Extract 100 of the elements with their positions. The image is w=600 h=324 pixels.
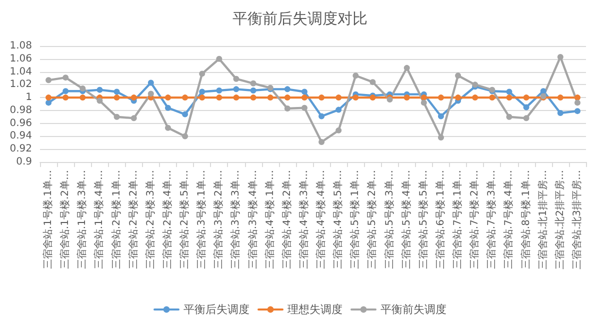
point — [199, 88, 206, 95]
point — [62, 74, 69, 81]
point — [96, 98, 103, 104]
x-tick-label: 三宿舍站.北2排平房… — [554, 170, 566, 270]
point — [62, 94, 69, 101]
point — [182, 94, 188, 101]
point — [62, 88, 69, 94]
x-tick-label: 三宿舍站.4号楼.4单… — [315, 170, 328, 270]
point — [233, 94, 240, 101]
x-tick-label: 三宿舍站.7号楼.1单… — [452, 170, 464, 270]
point — [233, 76, 240, 82]
point — [489, 94, 496, 101]
point — [574, 100, 580, 106]
point — [182, 111, 188, 118]
x-tick-label: 三宿舍站.北3排平房… — [570, 170, 583, 270]
point — [506, 88, 512, 95]
point — [420, 100, 427, 106]
x-tick-label: 三宿舍站.1号楼.4单… — [93, 170, 106, 270]
y-tick-label: 0.96 — [10, 118, 32, 129]
point — [438, 94, 444, 101]
point — [46, 100, 52, 106]
point — [80, 94, 86, 101]
point — [148, 80, 154, 86]
point — [352, 72, 359, 79]
point — [284, 86, 290, 92]
point — [114, 88, 120, 95]
point — [318, 113, 325, 120]
point — [216, 56, 222, 62]
point — [455, 94, 462, 101]
point — [438, 113, 444, 120]
x-tick-label: 三宿舍站.4号楼.5单… — [332, 170, 344, 270]
y-tick-label: 1 — [26, 92, 32, 104]
point — [523, 94, 530, 101]
point — [46, 77, 52, 84]
point — [301, 104, 308, 111]
x-tick-label: 三宿舍站.6号楼.1单… — [434, 170, 446, 270]
point — [130, 115, 137, 122]
x-tick-label: 三宿舍站.4号楼.3单… — [298, 170, 310, 270]
x-tick-label: 三宿舍站.北1排平房… — [536, 170, 549, 270]
point — [523, 104, 530, 110]
y-tick-label: 0.92 — [10, 144, 32, 155]
chart-title: 平衡前后失调度对比 — [232, 10, 368, 28]
point — [46, 94, 52, 101]
y-tick-label: 1.06 — [10, 53, 32, 64]
point — [506, 94, 512, 101]
x-tick-label: 三宿舍站.1号楼.3单… — [76, 170, 88, 270]
legend-label: 理想失调度 — [288, 303, 342, 316]
point — [336, 127, 342, 134]
x-tick-label: 三宿舍站.2号楼.4单… — [161, 170, 174, 270]
x-tick-label: 三宿舍站.7号楼.4单… — [502, 170, 515, 270]
point — [301, 88, 308, 95]
point — [574, 108, 580, 114]
x-tick-label: 三宿舍站.4号楼.2单… — [280, 170, 293, 270]
point — [96, 86, 103, 93]
x-tick-label: 三宿舍站.5号楼.2单… — [366, 170, 378, 270]
y-tick-label: 0.9 — [16, 156, 32, 168]
point — [540, 88, 546, 94]
point — [523, 115, 530, 122]
point — [420, 94, 427, 101]
x-tick-label: 三宿舍站.1号楼.1单… — [42, 170, 54, 270]
point — [199, 70, 206, 77]
point — [557, 110, 564, 116]
x-tick-label: 三宿舍站.5号楼.4单… — [400, 170, 412, 270]
point — [284, 106, 290, 112]
point — [267, 94, 274, 101]
y-tick-label: 0.98 — [10, 104, 32, 116]
point — [574, 94, 580, 101]
x-tick-label: 三宿舍站.3号楼.2单… — [212, 170, 225, 270]
point — [164, 94, 171, 101]
x-tick-label: 三宿舍站.5号楼.3单… — [383, 170, 396, 270]
x-tick-label: 三宿舍站.2号楼.5单… — [178, 170, 191, 270]
point — [438, 134, 444, 141]
point — [455, 72, 462, 79]
point — [404, 64, 410, 71]
point — [404, 94, 410, 101]
x-tick-label: 三宿舍站.1号楼.2单… — [59, 170, 72, 270]
point — [114, 94, 120, 101]
point — [233, 86, 240, 92]
point — [148, 90, 154, 97]
point — [352, 94, 359, 101]
point — [557, 94, 564, 101]
y-tick-label: 0.94 — [10, 130, 32, 142]
legend-label: 平衡前失调度 — [380, 303, 446, 316]
point — [318, 139, 325, 146]
legend-label: 平衡后失调度 — [184, 303, 250, 316]
point — [506, 114, 512, 120]
point — [250, 87, 256, 94]
point — [182, 133, 188, 140]
point — [336, 106, 342, 113]
point — [250, 94, 256, 101]
y-tick-label: 1.08 — [10, 40, 32, 52]
point — [370, 79, 376, 86]
point — [164, 124, 171, 131]
point — [80, 86, 86, 92]
point — [284, 94, 290, 101]
point — [114, 114, 120, 120]
y-tick-label: 1.04 — [10, 66, 32, 78]
x-tick-label: 三宿舍站.7号楼.3单… — [486, 170, 498, 270]
point — [216, 87, 222, 94]
x-tick-label: 三宿舍站.2号楼.2单… — [127, 170, 140, 270]
